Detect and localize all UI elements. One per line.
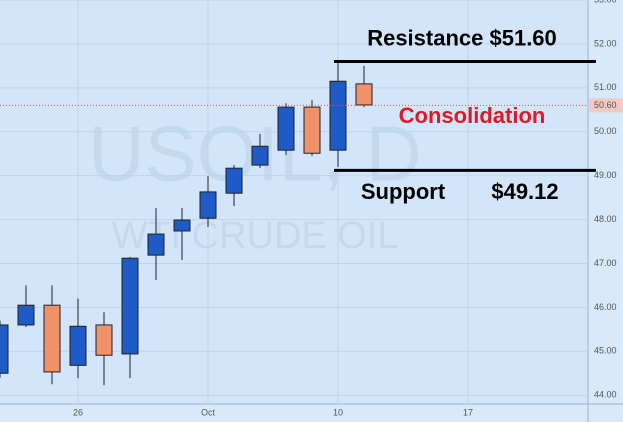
grid: 44.00 45.00 46.00 47.00 48.00 49.00 50.00 51.00… xyxy=(0,0,617,417)
support-label: Support xyxy=(361,179,446,204)
x-tick-label: 26 xyxy=(73,407,83,417)
y-tick-label: 47.00 xyxy=(594,258,617,268)
y-tick-label: 46.00 xyxy=(594,302,617,312)
current-price-label: 50.60 xyxy=(594,100,617,110)
annotations: 50.60 Resistance $51.60 Support $49.12 Conso… xyxy=(0,25,623,204)
x-tick-label: Oct xyxy=(201,407,216,417)
y-tick-label: 45.00 xyxy=(594,346,617,356)
y-tick-label: 52.00 xyxy=(594,38,617,48)
x-tick-label: 17 xyxy=(463,407,473,417)
candle-body xyxy=(69,325,87,366)
candle-body xyxy=(199,191,217,219)
candle-body xyxy=(277,106,295,151)
candle-body xyxy=(329,80,347,151)
y-tick-label: 48.00 xyxy=(594,214,617,224)
x-axis-area xyxy=(0,404,623,422)
candles xyxy=(0,61,373,386)
y-tick-label: 49.00 xyxy=(594,170,617,180)
y-tick-label: 51.00 xyxy=(594,82,617,92)
support-value-label: $49.12 xyxy=(491,179,558,204)
candle-body xyxy=(251,145,269,166)
candle-body xyxy=(95,324,113,356)
x-tick-label: 10 xyxy=(333,407,343,417)
resistance-label: Resistance $51.60 xyxy=(367,25,557,50)
candle-body xyxy=(17,304,35,326)
candle-body xyxy=(225,167,243,194)
y-axis-area xyxy=(588,0,623,422)
y-tick-label: 50.00 xyxy=(594,126,617,136)
candle-body xyxy=(173,219,191,232)
candle-body xyxy=(355,83,373,106)
candle-body xyxy=(0,324,9,374)
candle-body xyxy=(43,304,61,373)
candle-body xyxy=(303,106,321,154)
candle-body xyxy=(121,257,139,355)
y-tick-label: 53.00 xyxy=(594,0,617,4)
candle-body xyxy=(147,233,165,256)
y-tick-label: 44.00 xyxy=(594,390,617,400)
consolidation-label: Consolidation xyxy=(399,103,546,128)
current-price-box xyxy=(589,98,623,113)
